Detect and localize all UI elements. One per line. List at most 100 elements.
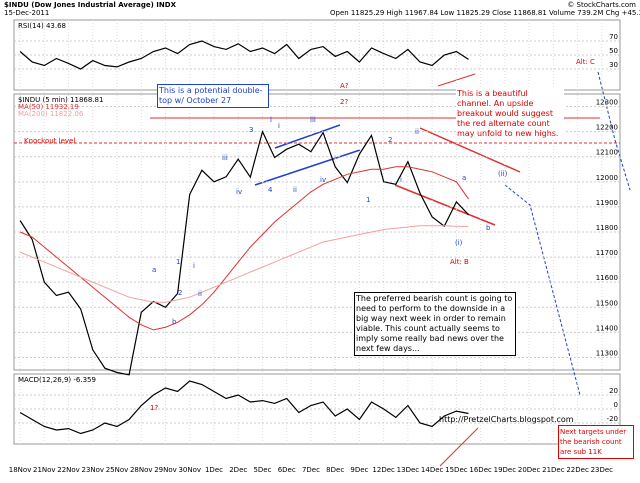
- wave-label: Alt: C: [576, 58, 595, 66]
- wave-label: A?: [340, 82, 349, 90]
- note: This is a beautiful channel. An upside b…: [456, 88, 564, 140]
- x-tick-label: 21Dec: [542, 466, 565, 474]
- wave-label: iii: [222, 154, 228, 162]
- note: This is a potential double-top w/ Octobe…: [157, 84, 269, 108]
- wave-label: ii: [293, 186, 297, 194]
- legend-entry: RSI(14) 43.68: [18, 22, 66, 30]
- y-tick-label: 12200: [596, 124, 618, 132]
- x-tick-label: 23Nov: [81, 466, 104, 474]
- series-line: [19, 166, 469, 331]
- x-tick-label: 15Dec: [445, 466, 468, 474]
- macd-panel: [13, 373, 621, 445]
- x-tick-label: 19Dec: [494, 466, 517, 474]
- note: The preferred bearish count is going to …: [354, 292, 516, 356]
- wave-label: iii: [310, 116, 316, 124]
- y-tick-label: 12300: [596, 99, 618, 107]
- wave-label: i: [193, 262, 195, 270]
- wave-label: b: [486, 224, 491, 232]
- x-tick-label: 22Dec: [566, 466, 589, 474]
- x-tick-label: 1Dec: [205, 466, 223, 474]
- note: Next targets under the bearish count are…: [558, 425, 634, 459]
- note: http://PretzelCharts.blogspot.com: [439, 415, 574, 424]
- x-tick-label: 6Dec: [278, 466, 296, 474]
- projection: [504, 184, 581, 396]
- legend-entry: MA(50) 11932.19: [18, 103, 79, 111]
- quote: Open 11825.29 High 11967.84 Low 11825.29…: [330, 9, 640, 17]
- wave-label: 4: [268, 186, 273, 194]
- wave-label: 3: [249, 126, 253, 134]
- trend-line: [254, 149, 361, 186]
- wave-label: a: [462, 174, 466, 182]
- channel-upper: [419, 127, 521, 173]
- x-tick-label: 16Dec: [469, 466, 492, 474]
- wave-label: 2: [388, 136, 392, 144]
- x-tick-label: 30Nov: [178, 466, 201, 474]
- y-tick-label: 11300: [596, 349, 618, 357]
- x-tick-label: 13Dec: [397, 466, 420, 474]
- x-tick-label: 28Nov: [130, 466, 153, 474]
- wave-label: 1: [366, 196, 370, 204]
- channel-lower: [394, 184, 496, 226]
- y-tick-label: 11500: [596, 299, 618, 307]
- rsi-panel: [13, 19, 621, 91]
- wave-label: iv: [236, 188, 242, 196]
- trend-line: [274, 124, 341, 149]
- date: 15-Dec-2011: [4, 9, 49, 17]
- x-tick-label: 29Nov: [154, 466, 177, 474]
- wave-label: ii: [198, 290, 202, 298]
- x-tick-label: 14Dec: [421, 466, 444, 474]
- x-tick-label: 25Nov: [106, 466, 129, 474]
- x-tick-label: 7Dec: [302, 466, 320, 474]
- x-tick-label: 20Dec: [518, 466, 541, 474]
- title: $INDU (Dow Jones Industrial Average) IND…: [4, 1, 177, 9]
- wave-label: 1: [176, 258, 180, 266]
- x-tick-label: 5Dec: [253, 466, 271, 474]
- x-tick-label: 21Nov: [33, 466, 56, 474]
- wave-label: Alt: B: [450, 258, 469, 266]
- legend-entry: $INDU (5 min) 11868.81: [18, 96, 103, 104]
- series-line: [19, 380, 469, 435]
- legend-entry: MACD(12,26,9) -6.359: [18, 376, 96, 384]
- y-tick-label: 12000: [596, 174, 618, 182]
- y-tick-label: 11400: [596, 324, 618, 332]
- wave-label: i: [400, 176, 402, 184]
- y-tick-label: 12100: [596, 149, 618, 157]
- wave-label: (ii): [498, 170, 508, 178]
- series-line: [19, 129, 469, 376]
- y-tick-label: 20: [609, 387, 618, 395]
- wave-label: iv: [320, 176, 326, 184]
- x-tick-label: 9Dec: [350, 466, 368, 474]
- x-tick-label: 8Dec: [326, 466, 344, 474]
- legend-entry: MA(200) 11822.06: [18, 110, 84, 118]
- macd-line: [439, 427, 479, 467]
- y-tick-label: 30: [609, 61, 618, 69]
- x-tick-label: 2Dec: [229, 466, 247, 474]
- x-tick-label: 12Dec: [372, 466, 395, 474]
- wave-label: i: [270, 116, 272, 124]
- y-tick-label: 11700: [596, 249, 618, 257]
- wave-label: (i): [455, 239, 463, 247]
- series-line: [19, 225, 469, 303]
- x-tick-label: 22Nov: [57, 466, 80, 474]
- x-tick-label: 23Dec: [591, 466, 614, 474]
- wave-label: a: [152, 266, 156, 274]
- series-line: [19, 40, 469, 70]
- y-tick-label: 50: [609, 47, 618, 55]
- y-tick-label: 0: [614, 401, 618, 409]
- y-tick-label: -20: [607, 415, 618, 423]
- source: © StockCharts.com: [567, 1, 636, 9]
- y-tick-label: 70: [609, 33, 618, 41]
- wave-label: 1?: [150, 404, 158, 412]
- y-tick-label: 11800: [596, 224, 618, 232]
- projection: [597, 71, 631, 191]
- wave-label: b: [172, 318, 177, 326]
- wave-label: ii: [415, 128, 419, 136]
- wave-label: i: [278, 122, 280, 130]
- wave-label: 2?: [340, 98, 348, 106]
- y-tick-label: 11600: [596, 274, 618, 282]
- wave-label: 2: [178, 289, 182, 297]
- y-tick-label: 11900: [596, 199, 618, 207]
- x-tick-label: 18Nov: [9, 466, 32, 474]
